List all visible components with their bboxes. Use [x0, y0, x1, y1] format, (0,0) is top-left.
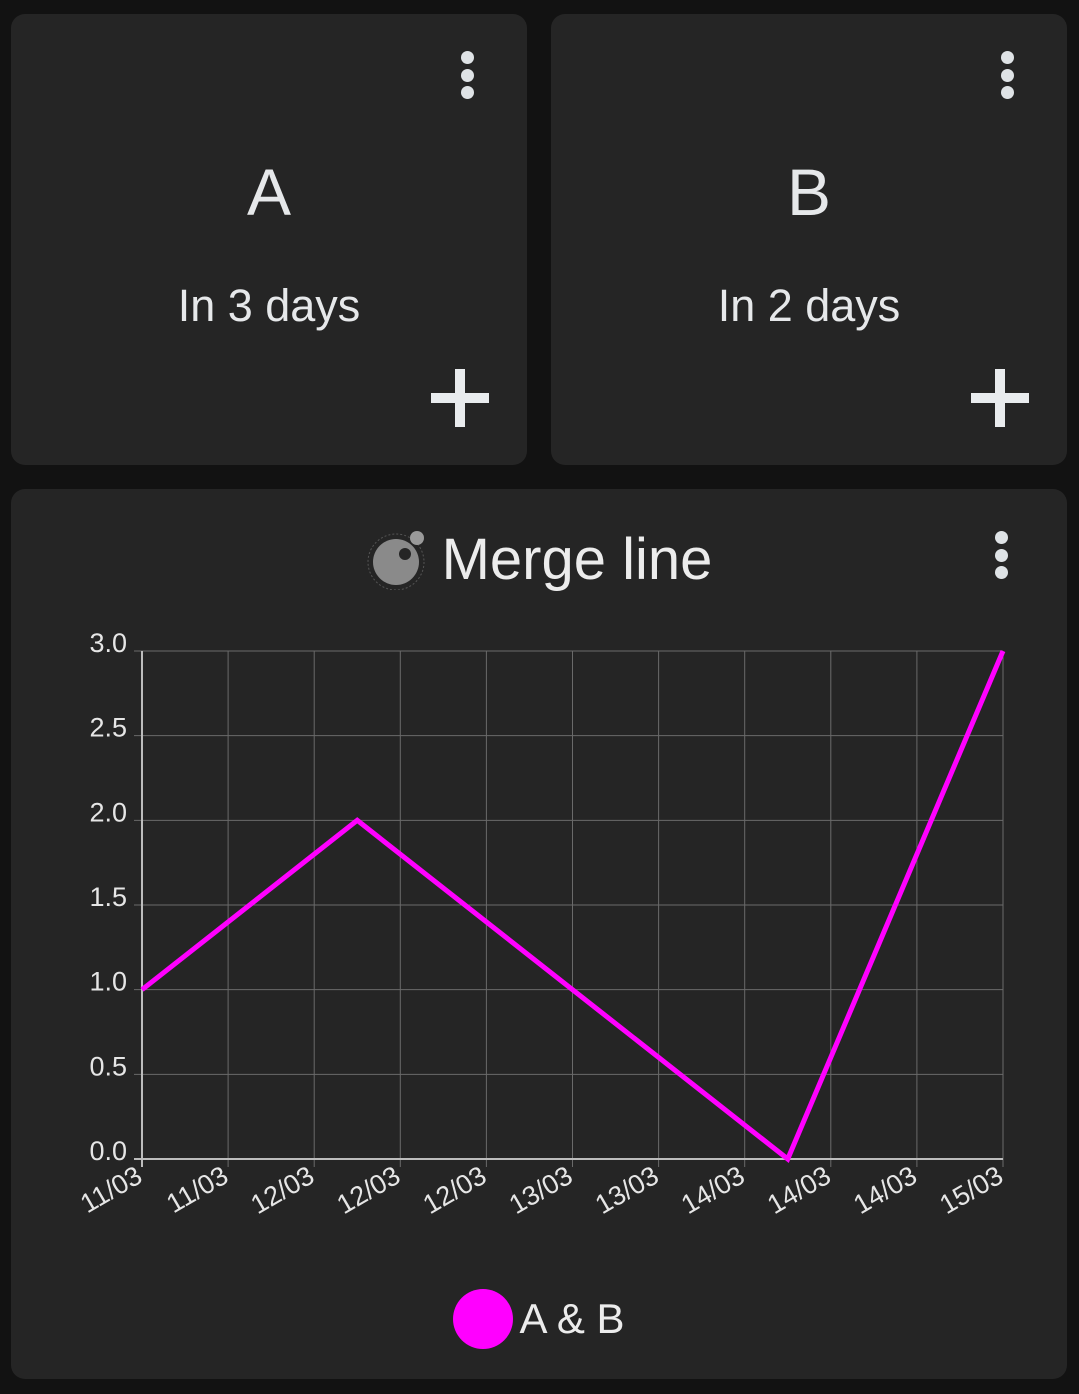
x-tick-label: 11/03	[161, 1160, 233, 1219]
chart-title: Merge line	[441, 527, 713, 592]
x-tick-label: 11/03	[75, 1160, 147, 1219]
more-vertical-icon[interactable]	[990, 531, 1012, 579]
x-tick-label: 12/03	[246, 1160, 320, 1220]
x-tick-label: 15/03	[934, 1160, 1008, 1220]
counter-card-a[interactable]: A In 3 days	[11, 14, 527, 465]
x-tick-label: 13/03	[590, 1160, 664, 1220]
x-tick-label: 12/03	[332, 1160, 406, 1220]
y-tick-label: 0.0	[89, 1136, 127, 1166]
chart-legend[interactable]: A & B	[11, 1287, 1067, 1351]
chart-grid	[134, 650, 1004, 1167]
y-tick-label: 2.5	[89, 713, 127, 743]
counter-due-text: In 2 days	[717, 280, 901, 331]
y-tick-label: 3.0	[89, 628, 127, 658]
x-tick-label: 13/03	[504, 1160, 578, 1220]
counter-due-text: In 3 days	[177, 280, 361, 331]
y-tick-label: 1.0	[89, 967, 127, 997]
counter-title: A	[246, 155, 292, 229]
line-chart: 0.00.51.01.52.02.53.011/03 11/03 12/03 12/0…	[75, 628, 1008, 1220]
chart-series	[140, 650, 1006, 1163]
chart-card: Merge line 0.0 0.5 1.0 1.5 2.0 2.5 3.0 11/03 11/…	[11, 489, 1067, 1379]
y-tick-label: 1.5	[89, 882, 127, 912]
x-tick-label: 14/03	[762, 1160, 836, 1220]
counter-card-b[interactable]: B In 2 days	[551, 14, 1067, 465]
x-tick-label: 12/03	[418, 1160, 492, 1220]
counter-title: B	[786, 155, 832, 229]
series-line	[140, 650, 1006, 1163]
y-tick-label: 0.5	[89, 1051, 127, 1081]
legend-label: A & B	[519, 1295, 625, 1342]
more-vertical-icon[interactable]	[996, 51, 1018, 99]
legend-swatch	[453, 1289, 514, 1349]
y-tick-label: 2.0	[89, 797, 127, 827]
plus-icon[interactable]	[971, 369, 1029, 427]
app-logo-icon	[367, 531, 425, 590]
chart-header: Merge line	[11, 525, 1067, 595]
more-vertical-icon[interactable]	[456, 51, 478, 99]
x-tick-label: 14/03	[848, 1160, 922, 1220]
plus-icon[interactable]	[431, 369, 489, 427]
chart-axes: 0.00.51.01.52.02.53.011/03 11/03 12/03 12/0…	[75, 628, 1008, 1220]
x-tick-label: 14/03	[676, 1160, 750, 1220]
